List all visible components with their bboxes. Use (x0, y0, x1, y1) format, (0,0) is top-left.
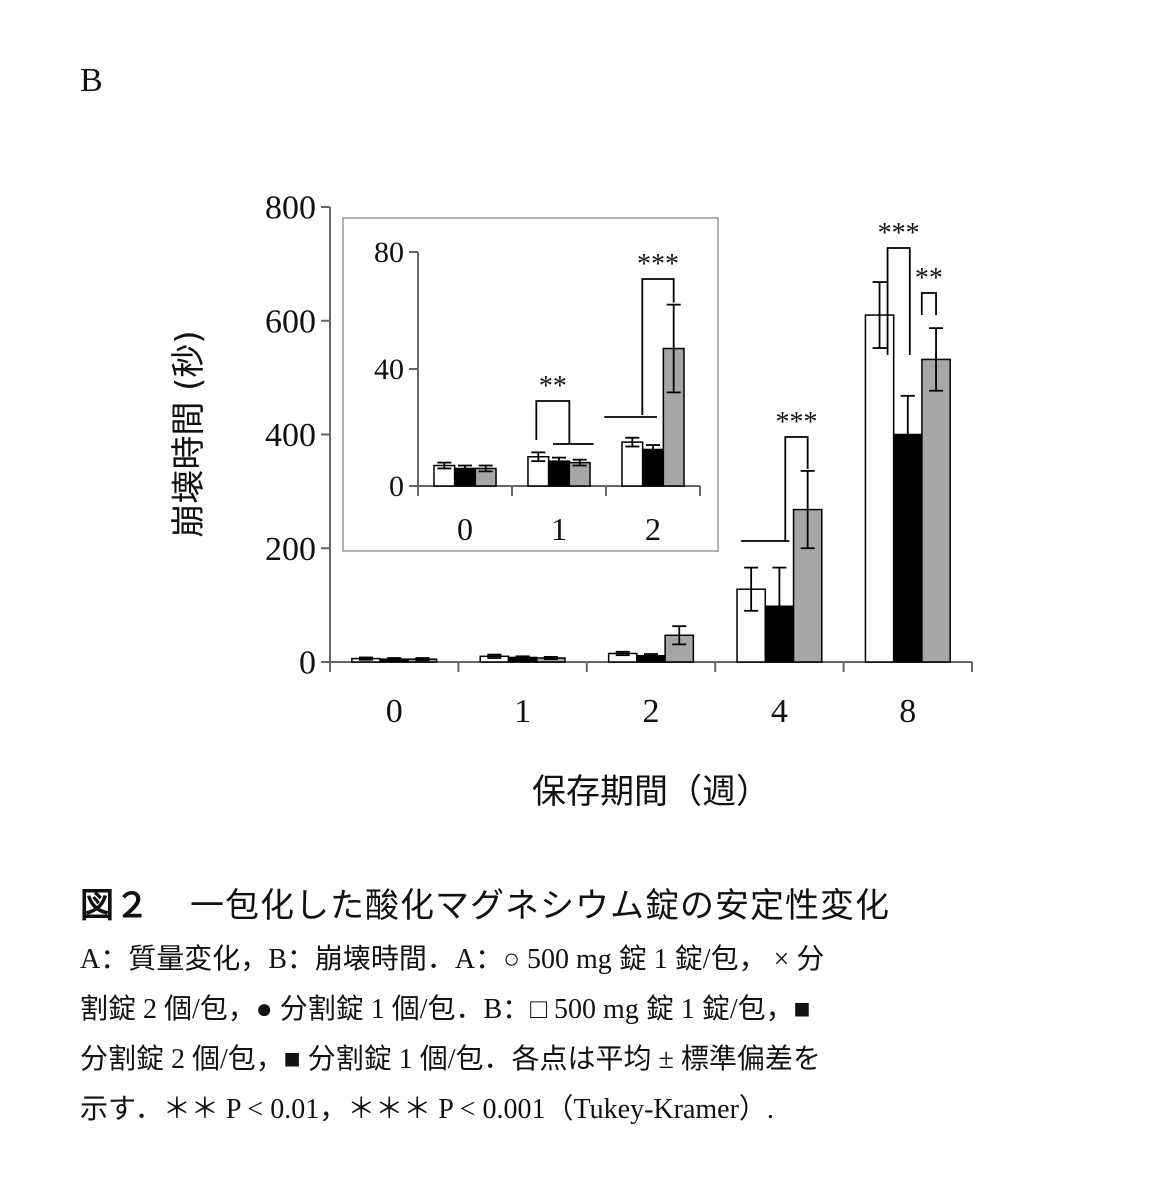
main-y-tick-label: 800 (265, 190, 316, 227)
main-x-tick-label: 8 (899, 693, 916, 730)
inset-x-tick-label: 1 (551, 511, 567, 547)
inset-sig-wk1-bracket (535, 400, 571, 444)
inset-sig-wk1-label: ** (539, 371, 567, 402)
inset-bar (621, 441, 644, 487)
inset-y-tick-label: 40 (374, 353, 404, 386)
y-axis-label: 崩壊時間 (秒) (169, 330, 209, 537)
main-sig-wk8-b-bracket (920, 292, 937, 315)
main-x-tick-label: 2 (643, 693, 660, 730)
inset-x-tick-label: 2 (645, 511, 661, 547)
main-bar (892, 433, 923, 663)
x-axis-label: 保存期間（週） (532, 772, 770, 812)
main-y-tick-label: 200 (265, 531, 316, 568)
inset-y-tick-label: 80 (374, 236, 404, 269)
main-x-tick-label: 1 (514, 693, 531, 730)
main-sig-wk8-a-label: *** (878, 218, 920, 249)
caption-title-text: 一包化した酸化マグネシウム錠の安定性変化 (190, 886, 890, 926)
caption-title: 図２ 一包化した酸化マグネシウム錠の安定性変化 (80, 878, 1040, 927)
main-x-tick-label: 0 (386, 693, 403, 730)
main-bar (664, 634, 695, 663)
inset-sig-wk2-bracket (641, 278, 675, 415)
inset-y-tick-label: 0 (389, 470, 404, 503)
main-x-tick-label: 4 (771, 693, 788, 730)
main-sig-wk8-a-bracket (886, 247, 911, 355)
main-y-tick-label: 400 (265, 417, 316, 454)
caption-line-2: 割錠 2 個/包，● 分割錠 1 個/包．B：□ 500 mg 錠 1 錠/包，… (80, 994, 811, 1025)
inset-x-tick-label: 0 (457, 511, 473, 547)
caption-figure-number: 図２ (80, 886, 150, 926)
main-sig-wk8-b-label: ** (915, 263, 943, 294)
main-sig-wk4-bracket (784, 436, 809, 541)
caption-line-1: A：質量変化，B：崩壊時間．A：○ 500 mg 錠 1 錠/包， × 分 (80, 944, 825, 975)
caption-line-3: 分割錠 2 個/包，■ 分割錠 1 個/包．各点は平均 ± 標準偏差を (80, 1044, 821, 1075)
caption-line-4: 示す．＊＊ P < 0.01，＊＊＊ P < 0.001（Tukey-Krame… (80, 1094, 774, 1125)
inset-bar (641, 448, 665, 487)
main-sig-wk4-label: *** (775, 407, 817, 438)
inset-sig-wk2-label: *** (637, 249, 679, 280)
main-bar (921, 358, 951, 663)
main-bar (864, 314, 895, 663)
main-y-tick-label: 600 (265, 303, 316, 340)
panel-label: B (80, 62, 103, 99)
figure-caption: 図２ 一包化した酸化マグネシウム錠の安定性変化 A：質量変化，B：崩壊時間．A：○… (80, 878, 1040, 1135)
inset-frame (342, 217, 719, 552)
main-y-tick-label: 0 (299, 645, 316, 682)
